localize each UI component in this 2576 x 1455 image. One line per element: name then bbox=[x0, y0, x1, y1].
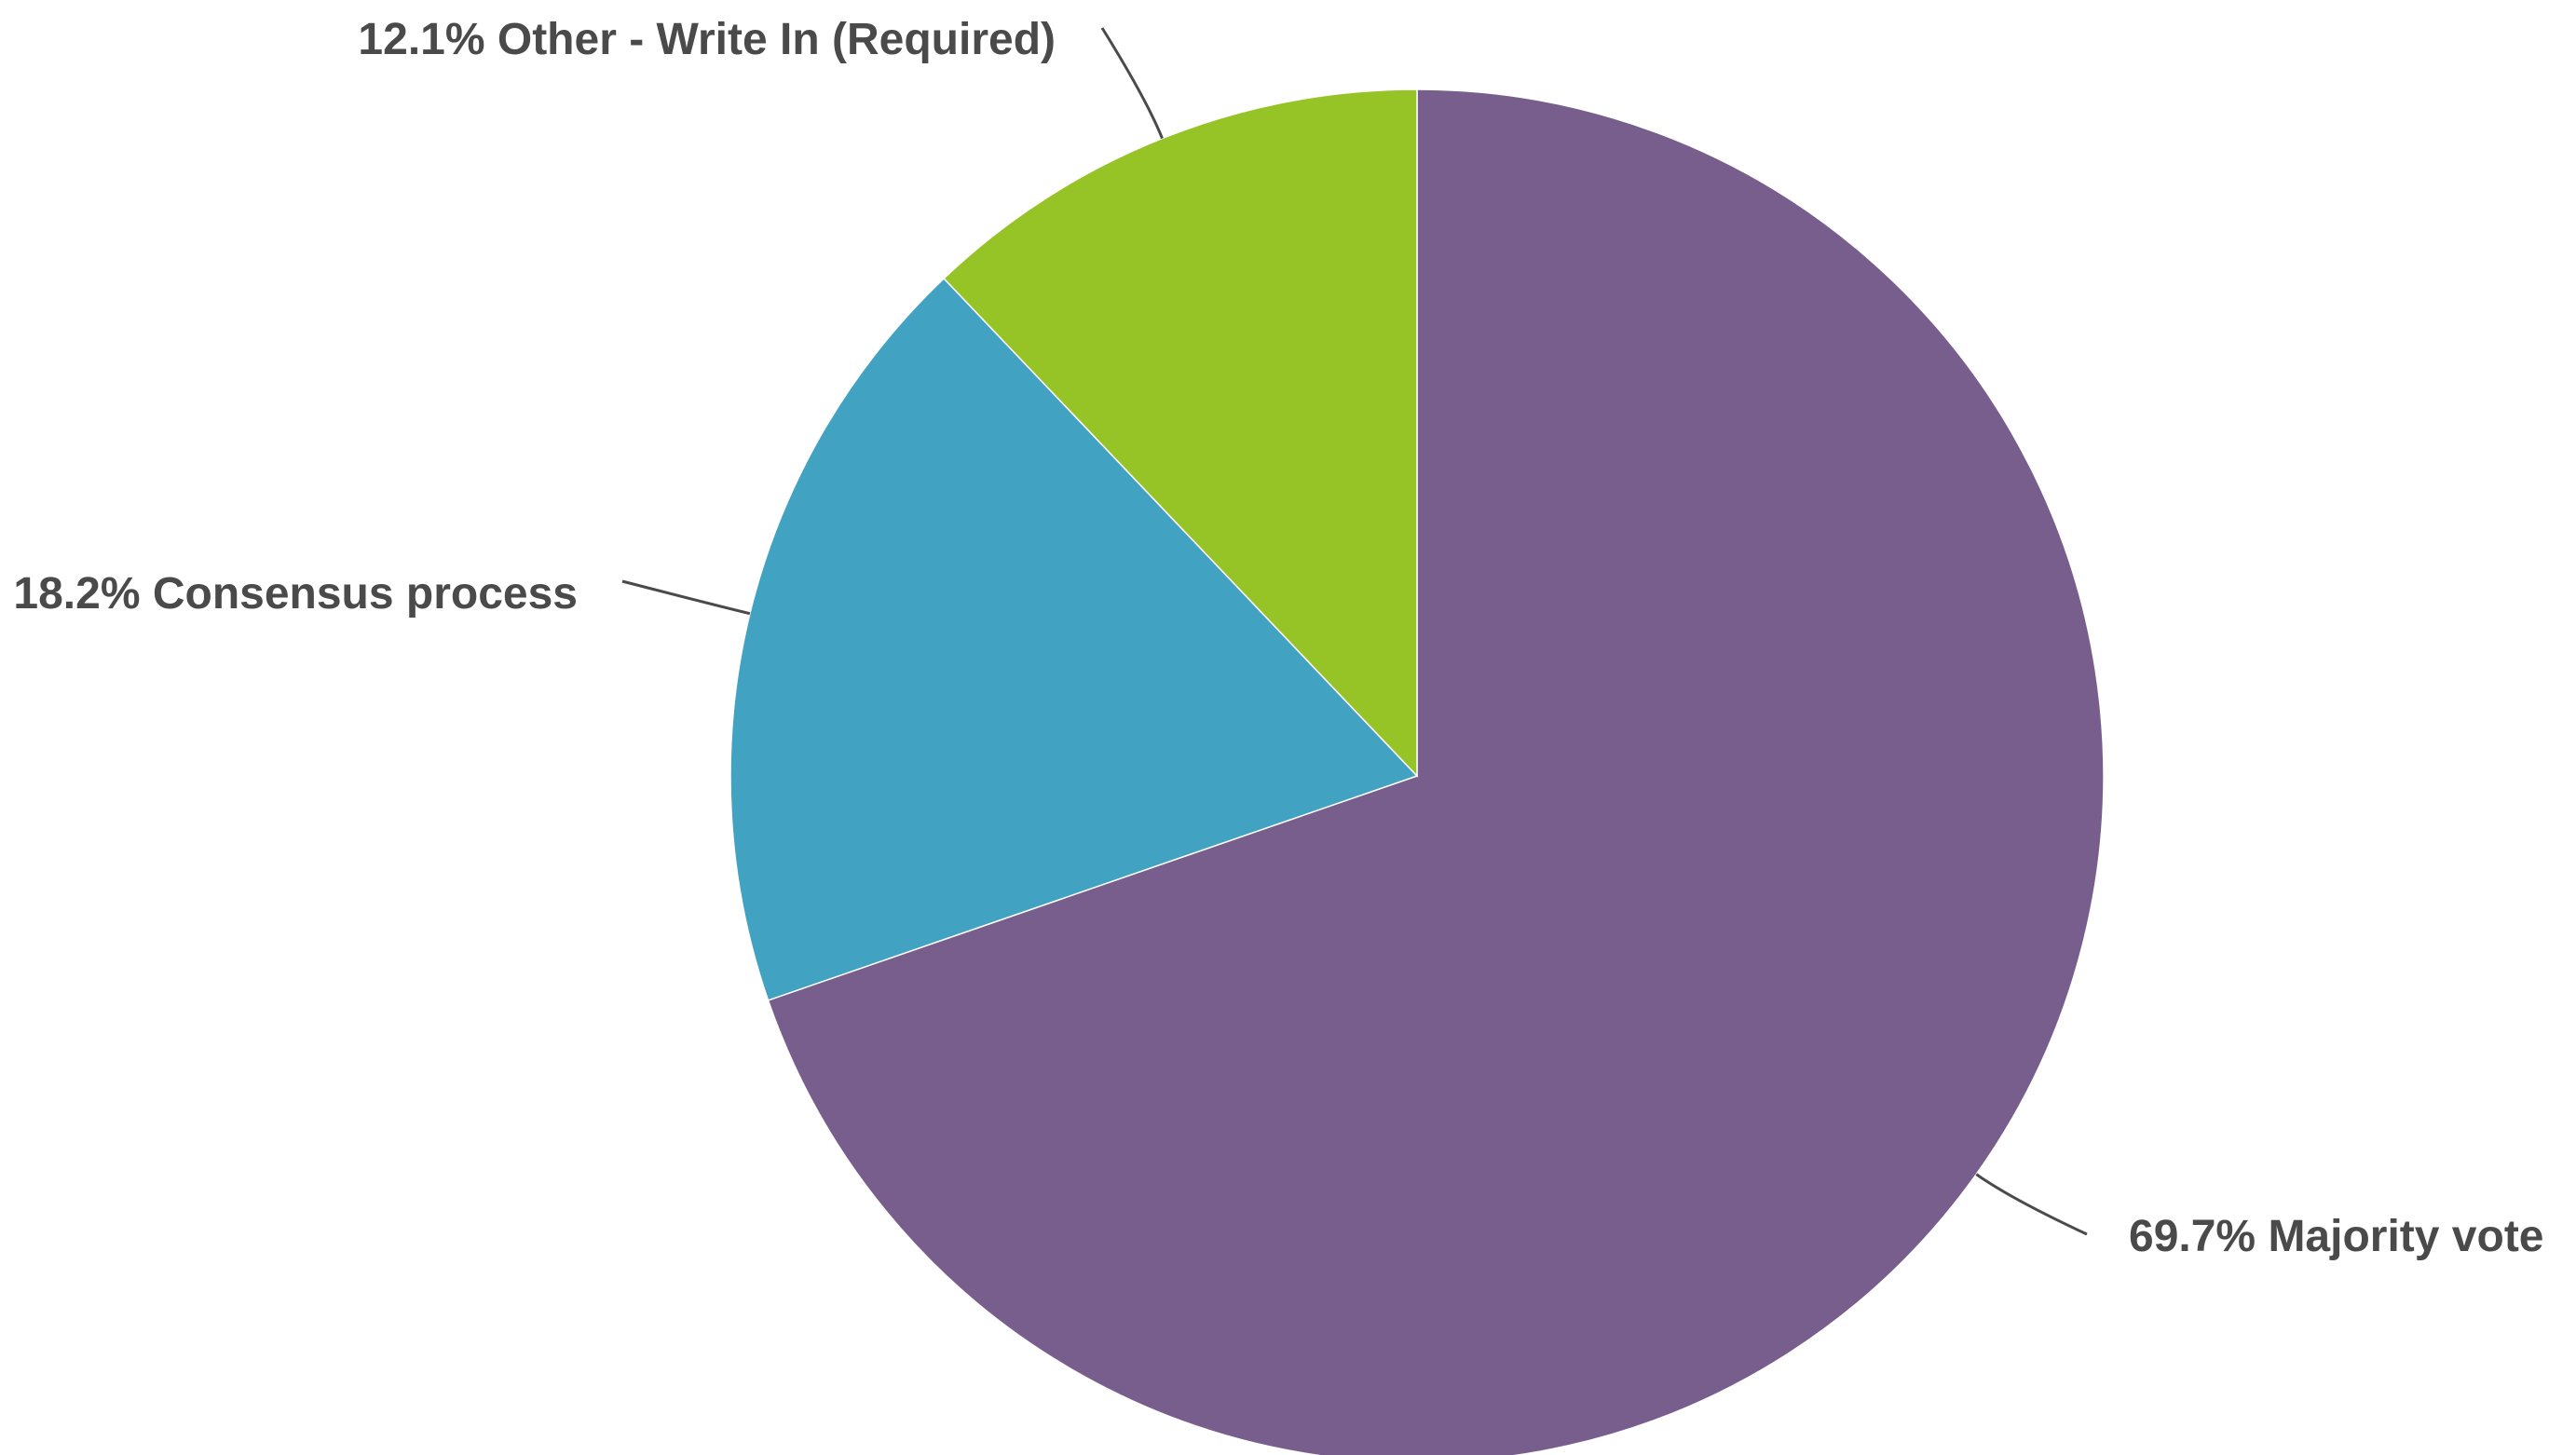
slice-label-other-write-in: 12.1% Other - Write In (Required) bbox=[358, 15, 1056, 64]
slice-label-consensus-process: 18.2% Consensus process bbox=[13, 569, 578, 619]
pie-slice-consensus-process bbox=[729, 277, 1419, 1001]
slice-labels: 69.7% Majority vote 18.2% Consensus proc… bbox=[13, 15, 2543, 1261]
leader-line-other-write-in bbox=[1100, 27, 1164, 140]
leader-line-majority-vote bbox=[1975, 1173, 2088, 1236]
slice-label-majority-vote: 69.7% Majority vote bbox=[2129, 1212, 2544, 1261]
pie-slice-other-write-in bbox=[943, 88, 1418, 778]
leader-line-consensus-process bbox=[621, 579, 751, 616]
leader-lines bbox=[621, 27, 2088, 1236]
pie-slices bbox=[729, 88, 2105, 1455]
pie-slice-majority-vote bbox=[767, 88, 2105, 1455]
